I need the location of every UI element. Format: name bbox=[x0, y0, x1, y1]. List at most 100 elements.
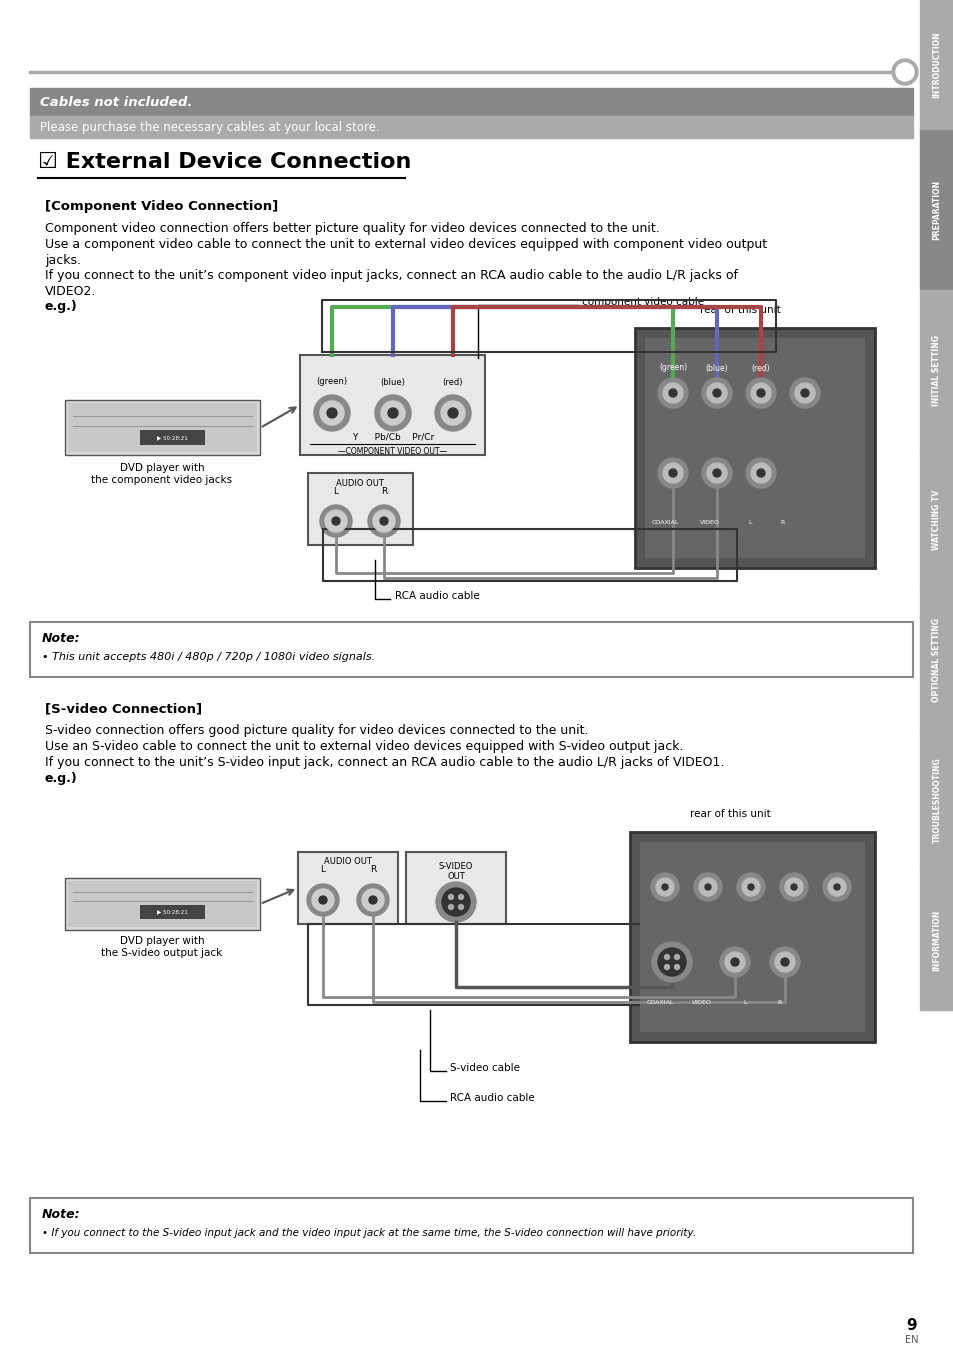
Bar bbox=[140, 430, 205, 445]
Circle shape bbox=[701, 458, 731, 488]
Text: (blue): (blue) bbox=[705, 364, 727, 372]
Bar bbox=[919, 590, 953, 731]
Circle shape bbox=[440, 400, 464, 425]
Circle shape bbox=[662, 383, 682, 403]
Circle shape bbox=[712, 390, 720, 398]
Bar bbox=[30, 1198, 912, 1254]
Circle shape bbox=[789, 377, 820, 408]
Bar bbox=[919, 0, 953, 129]
Circle shape bbox=[750, 383, 770, 403]
Circle shape bbox=[307, 884, 338, 917]
Circle shape bbox=[448, 408, 457, 418]
Text: TROUBLESHOOTING: TROUBLESHOOTING bbox=[931, 758, 941, 842]
Text: ▶ 50:28:21: ▶ 50:28:21 bbox=[156, 910, 187, 914]
Bar bbox=[919, 290, 953, 450]
Circle shape bbox=[741, 878, 760, 896]
Circle shape bbox=[668, 390, 677, 398]
Text: rear of this unit: rear of this unit bbox=[689, 809, 770, 820]
Circle shape bbox=[801, 390, 808, 398]
Text: VIDEO: VIDEO bbox=[691, 999, 711, 1004]
Circle shape bbox=[458, 905, 463, 910]
Text: Use an S-video cable to connect the unit to external video devices equipped with: Use an S-video cable to connect the unit… bbox=[45, 740, 682, 754]
Bar bbox=[635, 328, 874, 568]
Circle shape bbox=[375, 395, 411, 431]
Text: rear of this unit: rear of this unit bbox=[699, 305, 780, 315]
Text: (green): (green) bbox=[659, 364, 686, 372]
Circle shape bbox=[458, 895, 463, 899]
Circle shape bbox=[891, 59, 917, 85]
Circle shape bbox=[356, 884, 389, 917]
Text: AUDIO OUT: AUDIO OUT bbox=[335, 479, 383, 488]
Circle shape bbox=[774, 952, 794, 972]
Circle shape bbox=[750, 462, 770, 483]
Circle shape bbox=[757, 469, 764, 477]
Circle shape bbox=[794, 383, 814, 403]
Bar bbox=[30, 116, 912, 137]
Circle shape bbox=[674, 954, 679, 960]
Text: INITIAL SETTING: INITIAL SETTING bbox=[931, 334, 941, 406]
Circle shape bbox=[895, 63, 913, 81]
Bar bbox=[406, 852, 505, 923]
Circle shape bbox=[674, 965, 679, 969]
Text: R: R bbox=[370, 865, 375, 875]
Text: L: L bbox=[747, 520, 751, 526]
Text: S-VIDEO
OUT: S-VIDEO OUT bbox=[438, 861, 473, 882]
Text: ☑ External Device Connection: ☑ External Device Connection bbox=[38, 152, 411, 173]
Text: AUDIO OUT: AUDIO OUT bbox=[324, 857, 372, 867]
Text: PREPARATION: PREPARATION bbox=[931, 179, 941, 240]
Text: If you connect to the unit’s S-video input jack, connect an RCA audio cable to t: If you connect to the unit’s S-video inp… bbox=[45, 756, 723, 768]
Circle shape bbox=[441, 888, 470, 917]
Circle shape bbox=[827, 878, 845, 896]
Text: COAXIAL: COAXIAL bbox=[645, 999, 673, 1004]
Bar bbox=[639, 842, 864, 1033]
Circle shape bbox=[724, 952, 744, 972]
Circle shape bbox=[730, 958, 739, 967]
Circle shape bbox=[435, 395, 471, 431]
Text: EN: EN bbox=[904, 1335, 918, 1345]
Circle shape bbox=[693, 874, 721, 900]
Circle shape bbox=[318, 896, 327, 905]
Circle shape bbox=[319, 400, 344, 425]
Text: ▶ 50:28:21: ▶ 50:28:21 bbox=[156, 435, 187, 441]
Circle shape bbox=[436, 882, 476, 922]
Bar bbox=[629, 832, 874, 1042]
Circle shape bbox=[664, 965, 669, 969]
Circle shape bbox=[706, 383, 726, 403]
Text: OPTIONAL SETTING: OPTIONAL SETTING bbox=[931, 617, 941, 702]
Bar bbox=[68, 403, 256, 452]
Text: VIDEO2.: VIDEO2. bbox=[45, 284, 96, 298]
Circle shape bbox=[319, 506, 352, 537]
Text: jacks.: jacks. bbox=[45, 253, 81, 267]
Circle shape bbox=[781, 958, 788, 967]
Circle shape bbox=[720, 948, 749, 977]
Circle shape bbox=[658, 458, 687, 488]
Bar bbox=[308, 473, 413, 545]
Circle shape bbox=[747, 884, 753, 890]
Circle shape bbox=[314, 395, 350, 431]
Circle shape bbox=[656, 878, 673, 896]
Circle shape bbox=[361, 888, 384, 911]
Text: INTRODUCTION: INTRODUCTION bbox=[931, 32, 941, 98]
Circle shape bbox=[790, 884, 796, 890]
Text: DVD player with
the S-video output jack: DVD player with the S-video output jack bbox=[101, 936, 222, 957]
Circle shape bbox=[388, 408, 397, 418]
Text: RCA audio cable: RCA audio cable bbox=[450, 1093, 535, 1103]
Text: Note:: Note: bbox=[42, 1208, 81, 1221]
Circle shape bbox=[701, 377, 731, 408]
Text: • This unit accepts 480i / 480p / 720p / 1080i video signals.: • This unit accepts 480i / 480p / 720p /… bbox=[42, 652, 375, 662]
Text: (blue): (blue) bbox=[380, 377, 405, 387]
Text: L: L bbox=[320, 865, 325, 875]
Text: DVD player with
the component video jacks: DVD player with the component video jack… bbox=[91, 462, 233, 484]
Circle shape bbox=[737, 874, 764, 900]
Circle shape bbox=[373, 510, 395, 532]
Text: WATCHING TV: WATCHING TV bbox=[931, 489, 941, 550]
Circle shape bbox=[658, 948, 685, 976]
Circle shape bbox=[662, 462, 682, 483]
Circle shape bbox=[780, 874, 807, 900]
Bar bbox=[299, 355, 484, 456]
Bar bbox=[919, 129, 953, 290]
Circle shape bbox=[784, 878, 802, 896]
Text: 9: 9 bbox=[905, 1317, 917, 1333]
Text: Please purchase the necessary cables at your local store.: Please purchase the necessary cables at … bbox=[40, 120, 379, 133]
Circle shape bbox=[325, 510, 347, 532]
